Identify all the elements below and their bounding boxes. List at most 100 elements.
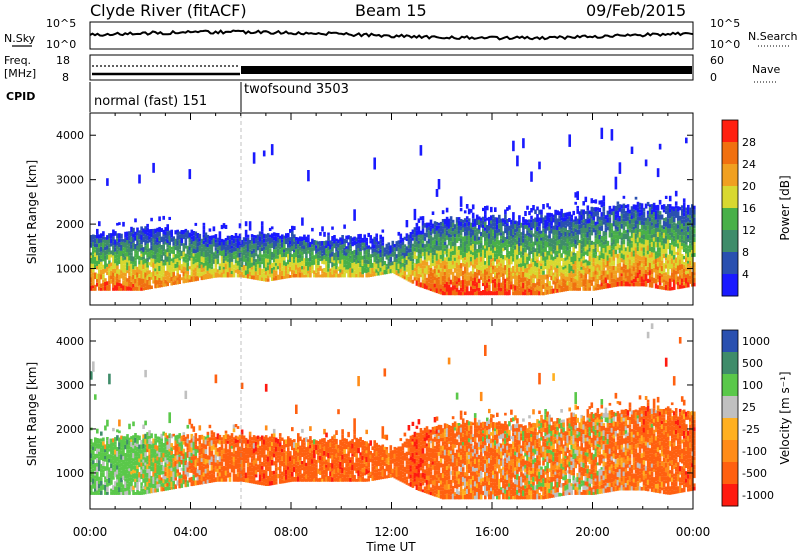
echo-cell <box>544 266 547 270</box>
echo-cell <box>437 222 441 226</box>
echo-cell <box>459 207 463 212</box>
echo-cell <box>508 254 511 259</box>
echo-cell <box>180 256 184 259</box>
echo-cell <box>594 229 598 233</box>
echo-cell <box>630 206 634 212</box>
echo-cell <box>616 214 620 218</box>
echo-cell <box>92 455 95 461</box>
echo-cell <box>387 255 391 259</box>
echo-cell <box>484 210 487 215</box>
echo-cell <box>140 485 143 489</box>
echo-cell <box>98 456 101 460</box>
echo-cell <box>564 242 568 246</box>
echo-cell <box>180 277 184 281</box>
echo-cell <box>490 206 493 213</box>
echo-cell <box>634 253 638 259</box>
echo-cell <box>544 240 547 247</box>
echo-cell <box>268 234 272 238</box>
echo-cell <box>656 168 660 178</box>
echo-cell <box>90 469 93 473</box>
echo-cell <box>630 247 634 252</box>
echo-cell <box>339 250 342 256</box>
echo-cell <box>441 253 445 258</box>
echo-cell <box>656 204 660 211</box>
echo-cell <box>558 249 561 254</box>
echo-cell <box>301 248 304 252</box>
echo-cell <box>664 284 668 291</box>
echo-cell <box>244 233 248 238</box>
echo-cell <box>648 204 652 208</box>
echo-cell <box>104 240 107 244</box>
echo-cell <box>471 235 475 241</box>
echo-cell <box>650 274 654 278</box>
echo-cell <box>289 262 292 267</box>
echo-cell <box>479 220 483 224</box>
echo-cell <box>463 284 467 289</box>
echo-cell <box>170 246 174 250</box>
echo-cell <box>508 272 511 276</box>
echo-cell <box>642 229 646 235</box>
echo-cell <box>112 282 115 288</box>
echo-cell <box>116 469 119 475</box>
echo-cell <box>538 265 541 269</box>
echo-cell <box>194 253 198 259</box>
echo-cell <box>317 271 320 275</box>
echo-cell <box>216 253 220 259</box>
echo-cell <box>602 245 606 248</box>
echo-cell <box>152 471 155 477</box>
echo-cell <box>534 227 537 231</box>
echo-cell <box>532 218 535 225</box>
echo-cell <box>357 260 360 263</box>
echo-cell <box>283 256 286 261</box>
echo-cell <box>560 275 563 282</box>
echo-cell <box>650 285 654 288</box>
echo-cell <box>158 274 161 278</box>
echo-cell <box>586 228 590 232</box>
echo-cell <box>582 214 586 220</box>
echo-cell <box>391 240 395 247</box>
echo-cell <box>98 247 101 253</box>
echo-cell <box>182 459 186 464</box>
echo-cell <box>132 458 135 462</box>
echo-cell <box>168 248 172 253</box>
echo-cell <box>445 272 449 278</box>
echo-cell <box>648 217 652 222</box>
echo-cell <box>150 250 153 254</box>
echo-cell <box>132 478 135 482</box>
echo-cell <box>676 224 680 229</box>
echo-cell <box>622 208 626 214</box>
echo-cell <box>385 266 389 271</box>
echo-cell <box>668 218 672 224</box>
echo-cell <box>142 462 145 467</box>
echo-cell <box>680 239 684 243</box>
echo-cell <box>301 217 304 226</box>
echo-cell <box>110 233 113 239</box>
echo-cell <box>656 213 660 220</box>
echo-cell <box>496 278 499 284</box>
echo-cell <box>542 263 545 268</box>
echo-cell <box>144 283 147 287</box>
echo-cell <box>307 258 310 262</box>
echo-cell <box>664 217 668 222</box>
echo-cell <box>600 127 604 139</box>
echo-cell <box>429 225 433 228</box>
echo-cell <box>512 241 515 246</box>
echo-cell <box>691 213 694 219</box>
echo-cell <box>417 282 421 287</box>
echo-cell <box>528 236 531 242</box>
echo-cell <box>596 275 600 279</box>
echo-cell <box>682 272 686 278</box>
echo-cell <box>620 273 624 277</box>
echo-cell <box>691 283 694 287</box>
echo-cell <box>492 291 495 296</box>
echo-cell <box>656 222 660 228</box>
echo-cell <box>510 271 513 275</box>
echo-cell <box>373 240 377 245</box>
echo-cell <box>102 286 105 291</box>
echo-cell <box>116 451 119 457</box>
echo-cell <box>281 242 284 248</box>
echo-cell <box>90 273 93 278</box>
echo-cell <box>578 211 582 216</box>
echo-cell <box>130 452 133 458</box>
echo-cell <box>471 227 475 230</box>
